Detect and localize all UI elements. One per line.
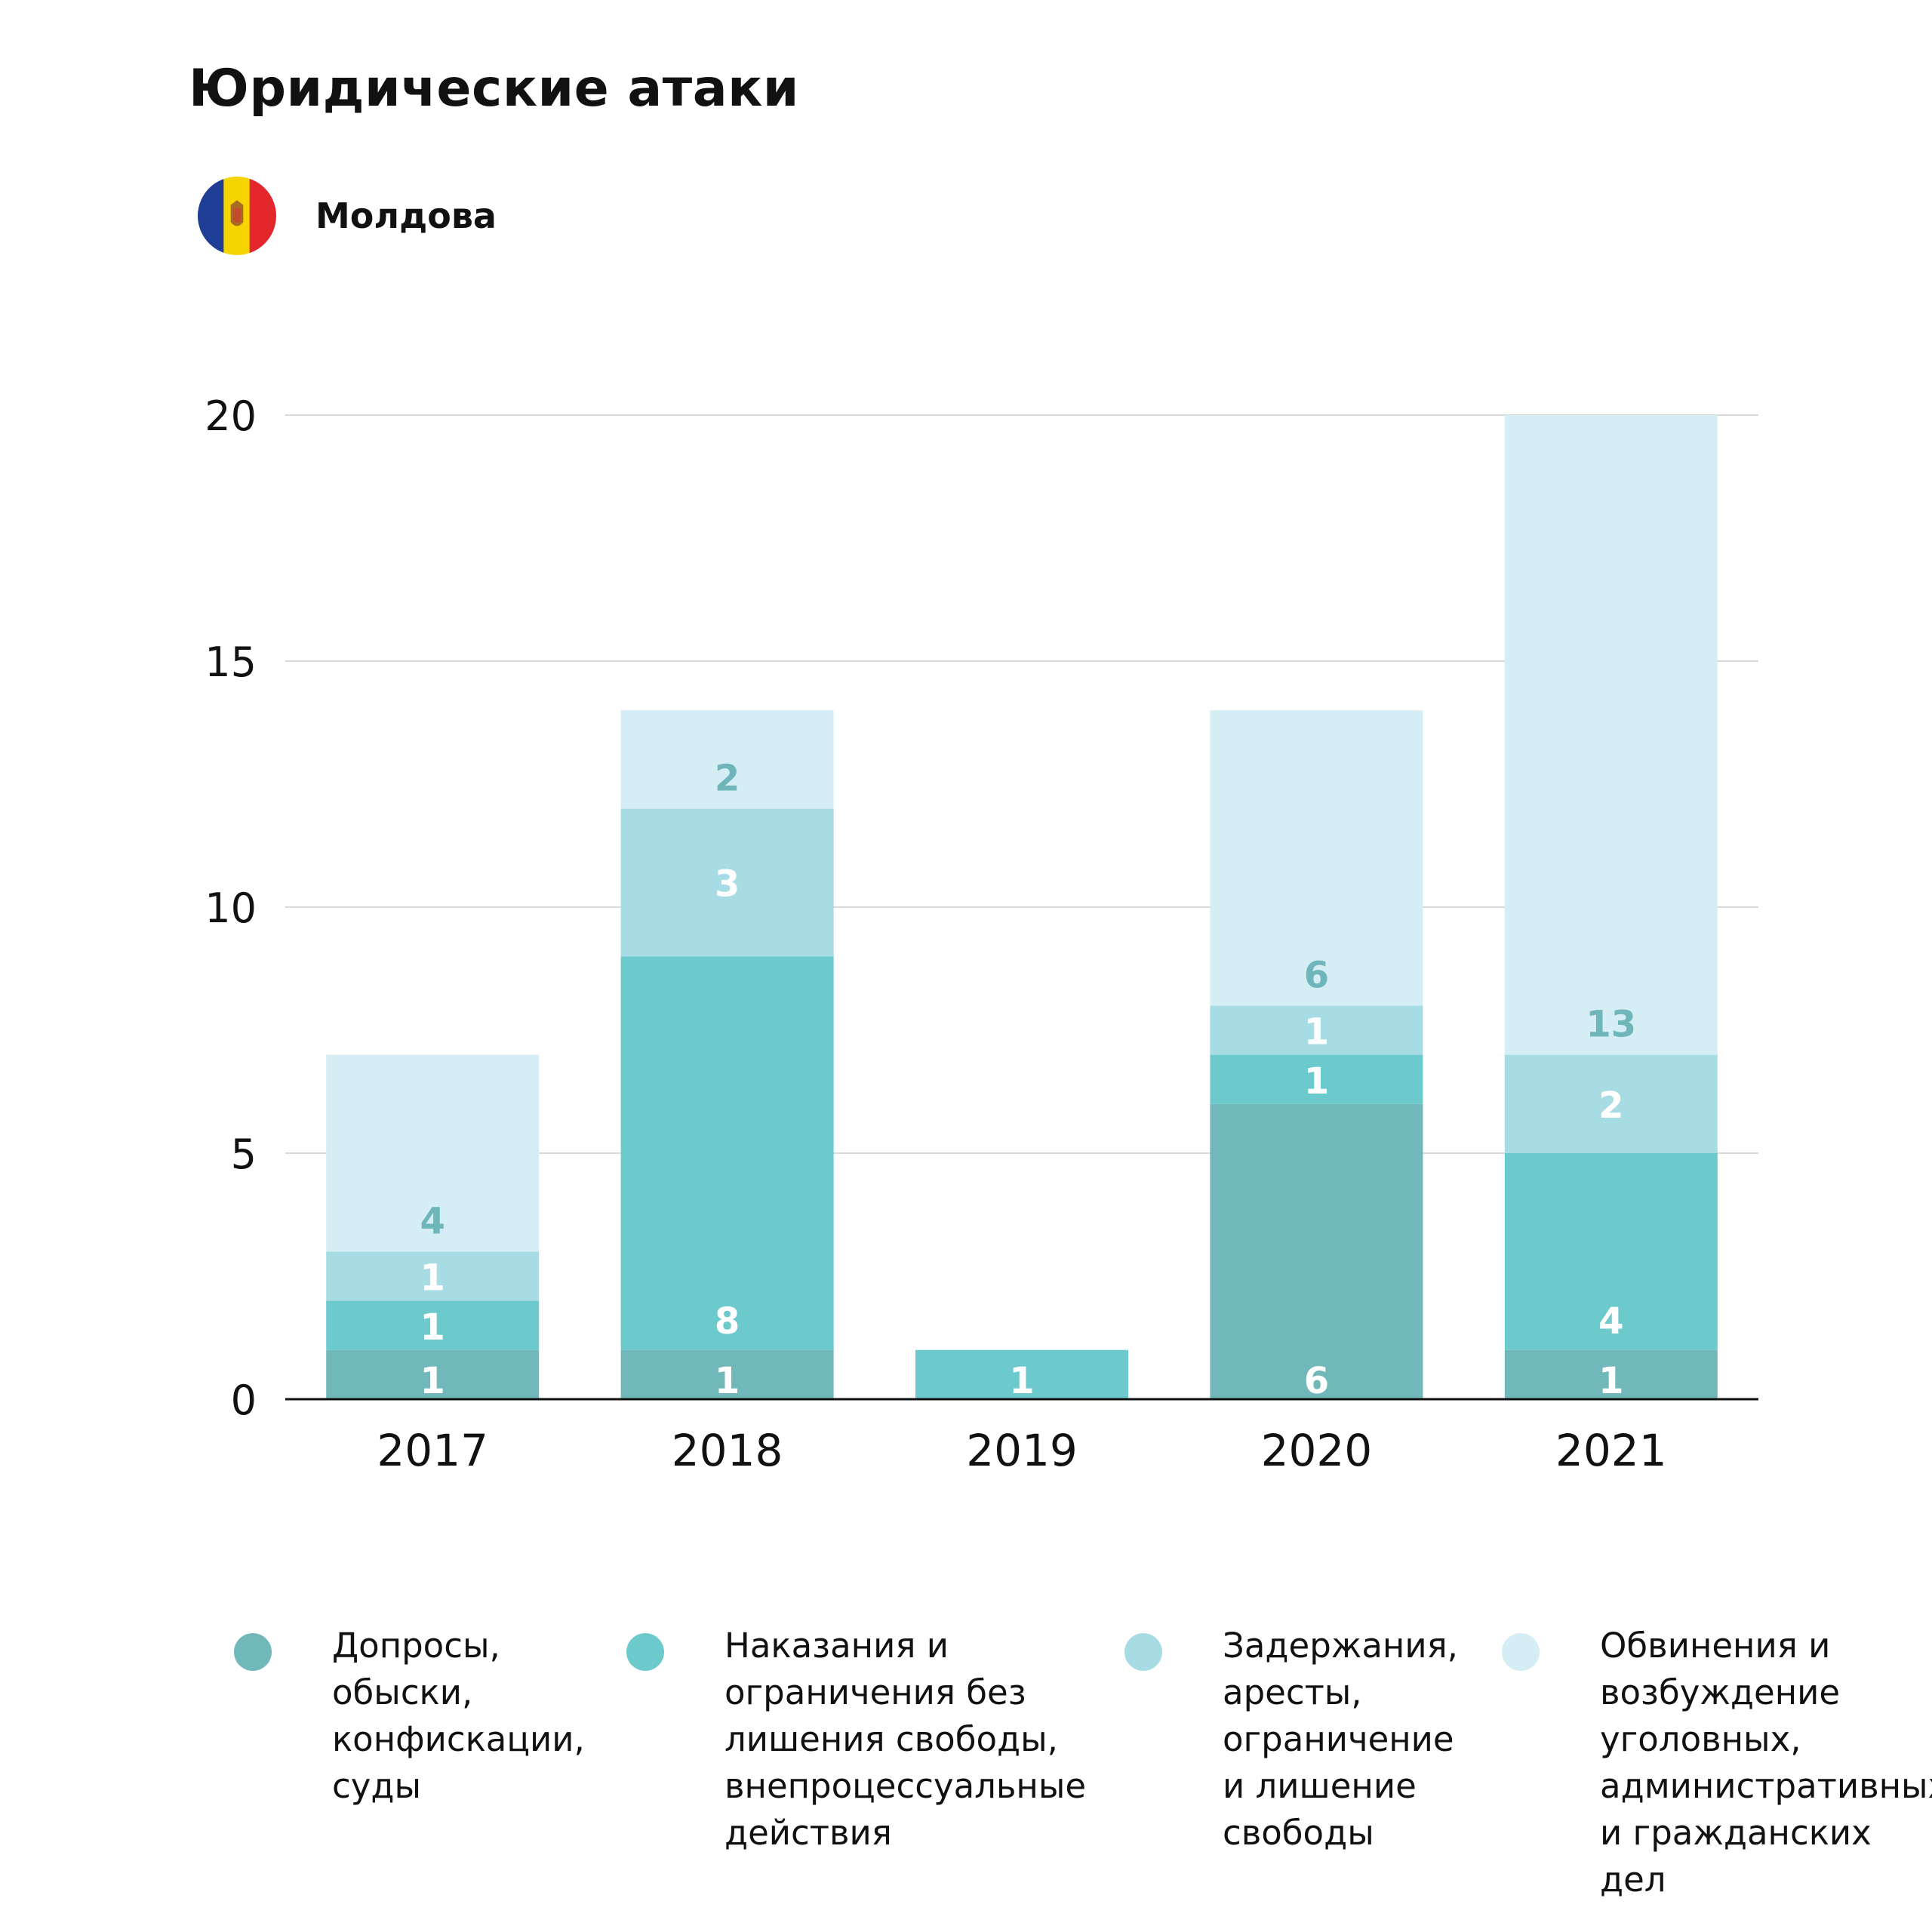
bar-segment	[620, 956, 834, 1350]
x-tick-label: 2020	[1261, 1425, 1373, 1476]
bar-value-label: 1	[715, 1360, 740, 1402]
bar-segment	[1504, 1054, 1718, 1153]
y-tick-label: 5	[231, 1131, 257, 1178]
bar-segment	[1504, 1153, 1718, 1350]
legend-item: Наказания и ограничения без лишения своб…	[626, 1623, 1086, 1857]
moldova-flag-icon	[198, 177, 276, 255]
bar-segment	[1210, 1103, 1423, 1399]
bar-segment	[1504, 1349, 1718, 1399]
bar-segment	[326, 1300, 540, 1350]
chart-title: Юридические атаки	[189, 59, 799, 118]
legend-label: Обвинения и возбуждение уголовных, админ…	[1600, 1626, 1932, 1900]
legend-swatch	[626, 1633, 664, 1671]
bar-value-label: 2	[1598, 1084, 1623, 1127]
legend: Допросы, обыски, конфискации, суды Наказа…	[234, 1623, 1932, 1900]
legend-swatch	[1502, 1633, 1540, 1671]
country-header: Молдова	[198, 177, 497, 255]
bar-value-label: 1	[1598, 1360, 1623, 1402]
bar-segment	[1210, 1005, 1423, 1055]
bar-segment	[620, 710, 834, 809]
bar-segment	[1210, 710, 1423, 1006]
legend-label: Допросы, обыски, конфискации, суды	[332, 1626, 585, 1806]
bar-value-label: 6	[1304, 954, 1329, 996]
bars	[326, 415, 1718, 1399]
bar-value-label: 1	[1009, 1360, 1034, 1402]
bar-value-label: 8	[715, 1300, 740, 1343]
bar-segment	[326, 1349, 540, 1399]
country-name: Молдова	[315, 195, 497, 236]
bar-segment	[915, 1349, 1128, 1399]
y-tick-label: 10	[205, 884, 257, 932]
bar-value-label: 6	[1304, 1360, 1329, 1402]
legend-swatch	[1124, 1633, 1162, 1671]
bar-segment	[326, 1251, 540, 1301]
legend-label: Наказания и ограничения без лишения своб…	[724, 1626, 1087, 1853]
legend-swatch	[234, 1633, 272, 1671]
bar-segment	[620, 1349, 834, 1399]
axes: 0 5 10 15 20 2017 2018 2019 2020 2021	[205, 392, 1758, 1476]
bar-segment	[620, 808, 834, 957]
x-tick-label: 2021	[1555, 1425, 1667, 1476]
bar-value-label: 13	[1586, 1004, 1636, 1046]
bar-segment	[1504, 415, 1718, 1055]
y-tick-label: 15	[205, 638, 257, 686]
x-tick-label: 2018	[672, 1425, 783, 1476]
legend-label: Задержания, аресты, ограничение и лишени…	[1223, 1626, 1458, 1853]
bar-value-label: 1	[420, 1306, 445, 1349]
bar-value-label: 2	[715, 758, 740, 800]
bar-segment	[326, 1054, 540, 1252]
y-tick-label: 20	[205, 392, 257, 440]
legend-item: Допросы, обыски, конфискации, суды	[234, 1623, 585, 1810]
bar-value-label: 1	[1304, 1060, 1329, 1103]
x-tick-label: 2017	[377, 1425, 488, 1476]
bar-value-label: 1	[1304, 1011, 1329, 1054]
bar-value-label: 1	[420, 1257, 445, 1300]
bar-value-label: 3	[715, 863, 740, 905]
y-tick-label: 0	[231, 1377, 257, 1424]
legend-item: Обвинения и возбуждение уголовных, админ…	[1502, 1623, 1932, 1903]
bar-value-label: 4	[420, 1200, 445, 1242]
legend-item: Задержания, аресты, ограничение и лишени…	[1124, 1623, 1458, 1857]
bar-value-label: 1	[420, 1360, 445, 1402]
x-tick-label: 2019	[966, 1425, 1078, 1476]
bar-value-label: 4	[1598, 1300, 1623, 1343]
bar-segment	[1210, 1054, 1423, 1104]
